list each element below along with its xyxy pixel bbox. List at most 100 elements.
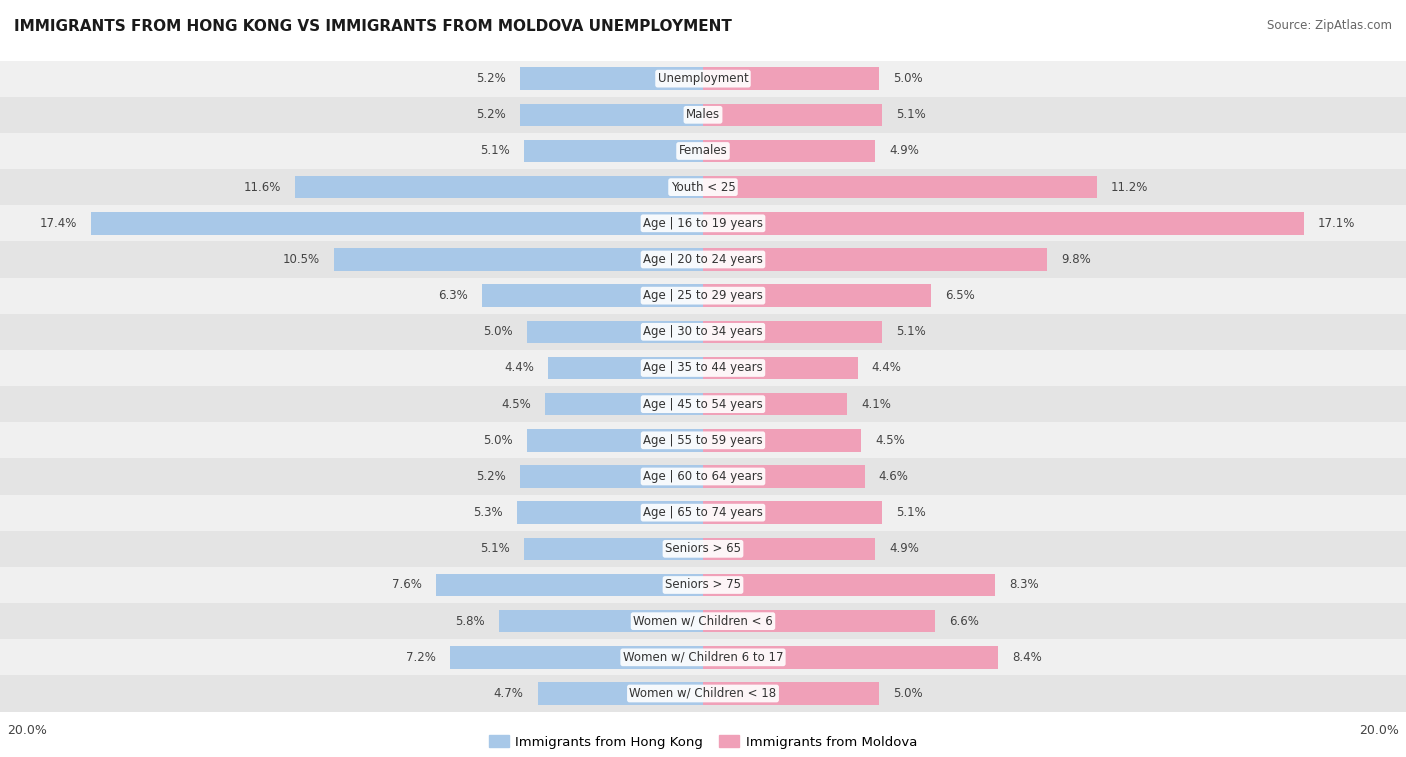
Text: Age | 16 to 19 years: Age | 16 to 19 years [643, 217, 763, 230]
Bar [517, 501, 703, 524]
Text: 6.3%: 6.3% [437, 289, 467, 302]
Text: 5.0%: 5.0% [893, 687, 922, 700]
Text: 4.5%: 4.5% [875, 434, 905, 447]
Bar [520, 67, 703, 90]
Bar [548, 357, 703, 379]
Text: IMMIGRANTS FROM HONG KONG VS IMMIGRANTS FROM MOLDOVA UNEMPLOYMENT: IMMIGRANTS FROM HONG KONG VS IMMIGRANTS … [14, 19, 733, 34]
Text: 5.1%: 5.1% [897, 326, 927, 338]
Bar [703, 285, 932, 307]
Text: Women w/ Children 6 to 17: Women w/ Children 6 to 17 [623, 651, 783, 664]
Text: 11.2%: 11.2% [1111, 181, 1149, 194]
Bar [0, 603, 1406, 639]
Bar [520, 104, 703, 126]
Text: Source: ZipAtlas.com: Source: ZipAtlas.com [1267, 19, 1392, 32]
Bar [703, 574, 995, 597]
Text: Age | 55 to 59 years: Age | 55 to 59 years [643, 434, 763, 447]
Text: Youth < 25: Youth < 25 [671, 181, 735, 194]
Bar [0, 459, 1406, 494]
Legend: Immigrants from Hong Kong, Immigrants from Moldova: Immigrants from Hong Kong, Immigrants fr… [484, 730, 922, 754]
Bar [520, 466, 703, 488]
Text: 4.1%: 4.1% [860, 397, 891, 410]
Bar [0, 97, 1406, 133]
Bar [0, 61, 1406, 97]
Text: 5.2%: 5.2% [477, 72, 506, 85]
Text: 10.5%: 10.5% [283, 253, 321, 266]
Text: 4.9%: 4.9% [890, 542, 920, 556]
Bar [335, 248, 703, 271]
Bar [450, 646, 703, 668]
Text: 5.2%: 5.2% [477, 470, 506, 483]
Bar [0, 422, 1406, 459]
Text: Females: Females [679, 145, 727, 157]
Bar [0, 278, 1406, 313]
Text: 5.1%: 5.1% [897, 108, 927, 121]
Bar [524, 537, 703, 560]
Text: 5.0%: 5.0% [484, 326, 513, 338]
Text: 8.3%: 8.3% [1010, 578, 1039, 591]
Text: 5.8%: 5.8% [456, 615, 485, 628]
Text: 4.9%: 4.9% [890, 145, 920, 157]
Bar [703, 140, 875, 162]
Bar [0, 169, 1406, 205]
Text: 5.1%: 5.1% [897, 506, 927, 519]
Bar [703, 67, 879, 90]
Text: 4.4%: 4.4% [505, 362, 534, 375]
Bar [703, 357, 858, 379]
Text: 20.0%: 20.0% [1360, 724, 1399, 737]
Bar [703, 321, 883, 343]
Text: Age | 25 to 29 years: Age | 25 to 29 years [643, 289, 763, 302]
Text: Age | 60 to 64 years: Age | 60 to 64 years [643, 470, 763, 483]
Text: 17.1%: 17.1% [1319, 217, 1355, 230]
Text: Males: Males [686, 108, 720, 121]
Bar [703, 393, 846, 416]
Bar [703, 537, 875, 560]
Text: Age | 45 to 54 years: Age | 45 to 54 years [643, 397, 763, 410]
Text: 5.1%: 5.1% [479, 145, 510, 157]
Bar [0, 386, 1406, 422]
Bar [481, 285, 703, 307]
Text: 8.4%: 8.4% [1012, 651, 1042, 664]
Bar [703, 682, 879, 705]
Bar [703, 466, 865, 488]
Bar [91, 212, 703, 235]
Text: 5.3%: 5.3% [472, 506, 503, 519]
Bar [0, 350, 1406, 386]
Text: Age | 30 to 34 years: Age | 30 to 34 years [643, 326, 763, 338]
Text: 7.2%: 7.2% [406, 651, 436, 664]
Bar [703, 646, 998, 668]
Text: 5.0%: 5.0% [893, 72, 922, 85]
Bar [499, 610, 703, 632]
Bar [0, 675, 1406, 712]
Bar [527, 321, 703, 343]
Bar [703, 176, 1097, 198]
Text: Unemployment: Unemployment [658, 72, 748, 85]
Bar [0, 133, 1406, 169]
Text: 9.8%: 9.8% [1062, 253, 1091, 266]
Bar [0, 313, 1406, 350]
Bar [0, 639, 1406, 675]
Bar [0, 205, 1406, 241]
Text: 5.2%: 5.2% [477, 108, 506, 121]
Text: 4.6%: 4.6% [879, 470, 908, 483]
Text: 4.5%: 4.5% [501, 397, 531, 410]
Bar [546, 393, 703, 416]
Text: 4.7%: 4.7% [494, 687, 524, 700]
Text: Women w/ Children < 6: Women w/ Children < 6 [633, 615, 773, 628]
Text: Age | 20 to 24 years: Age | 20 to 24 years [643, 253, 763, 266]
Text: Age | 65 to 74 years: Age | 65 to 74 years [643, 506, 763, 519]
Text: Seniors > 75: Seniors > 75 [665, 578, 741, 591]
Text: 20.0%: 20.0% [7, 724, 46, 737]
Text: Women w/ Children < 18: Women w/ Children < 18 [630, 687, 776, 700]
Bar [703, 212, 1305, 235]
Text: Age | 35 to 44 years: Age | 35 to 44 years [643, 362, 763, 375]
Text: 6.6%: 6.6% [949, 615, 979, 628]
Bar [703, 501, 883, 524]
Bar [436, 574, 703, 597]
Text: 5.1%: 5.1% [479, 542, 510, 556]
Text: 6.5%: 6.5% [945, 289, 976, 302]
Text: 17.4%: 17.4% [39, 217, 77, 230]
Bar [0, 494, 1406, 531]
Text: Seniors > 65: Seniors > 65 [665, 542, 741, 556]
Bar [703, 248, 1047, 271]
Bar [703, 429, 860, 451]
